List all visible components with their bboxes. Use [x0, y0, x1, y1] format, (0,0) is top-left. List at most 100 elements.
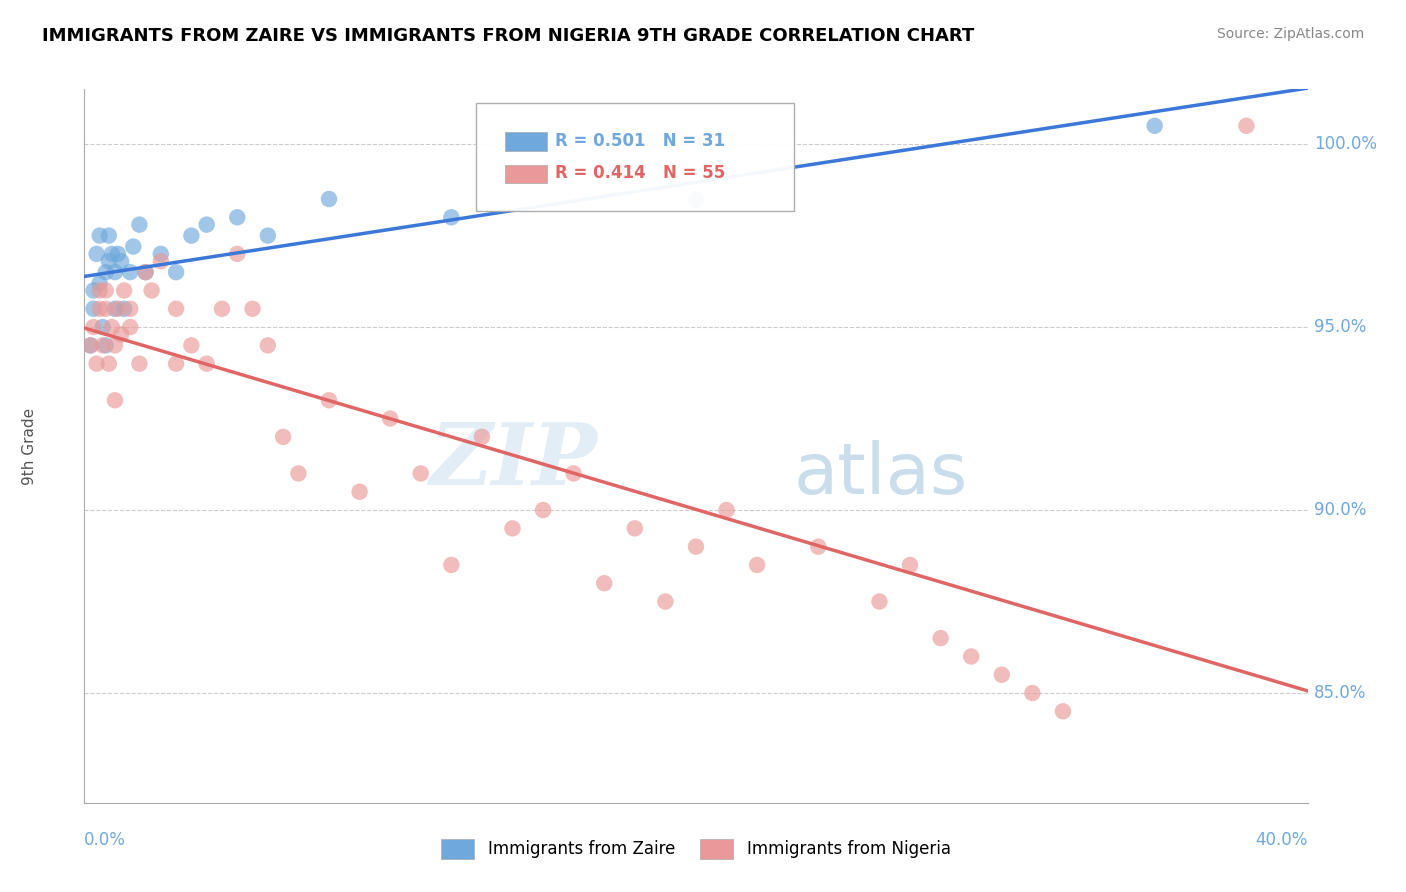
- Point: [94, 265, 117, 279]
- Point: [898, 558, 921, 572]
- Point: [226, 247, 249, 261]
- Legend: Immigrants from Zaire, Immigrants from Nigeria: Immigrants from Zaire, Immigrants from N…: [434, 832, 957, 866]
- Point: [110, 327, 132, 342]
- Point: [654, 594, 676, 608]
- Point: [960, 649, 983, 664]
- Point: [91, 320, 114, 334]
- Point: [195, 357, 218, 371]
- Point: [1234, 119, 1257, 133]
- Point: [807, 540, 830, 554]
- Point: [1021, 686, 1043, 700]
- Point: [89, 301, 111, 316]
- Point: [141, 284, 163, 298]
- Point: [471, 430, 494, 444]
- Point: [112, 301, 135, 316]
- Text: 9th Grade: 9th Grade: [22, 408, 37, 484]
- Point: [929, 631, 952, 645]
- Point: [440, 211, 463, 225]
- Point: [257, 228, 280, 243]
- Point: [869, 594, 891, 608]
- Text: R = 0.501   N = 31: R = 0.501 N = 31: [555, 132, 725, 150]
- Point: [104, 301, 127, 316]
- Point: [128, 357, 150, 371]
- Point: [97, 357, 120, 371]
- Point: [685, 540, 707, 554]
- Text: 40.0%: 40.0%: [1256, 831, 1308, 849]
- Point: [79, 338, 101, 352]
- Point: [104, 265, 127, 279]
- Point: [94, 301, 117, 316]
- Point: [97, 228, 120, 243]
- Point: [89, 228, 111, 243]
- Text: R = 0.414   N = 55: R = 0.414 N = 55: [555, 164, 725, 182]
- FancyBboxPatch shape: [475, 103, 794, 211]
- Point: [211, 301, 233, 316]
- Point: [128, 218, 150, 232]
- Point: [97, 254, 120, 268]
- Point: [165, 301, 187, 316]
- Point: [349, 484, 371, 499]
- Point: [107, 247, 129, 261]
- Text: IMMIGRANTS FROM ZAIRE VS IMMIGRANTS FROM NIGERIA 9TH GRADE CORRELATION CHART: IMMIGRANTS FROM ZAIRE VS IMMIGRANTS FROM…: [42, 27, 974, 45]
- Point: [165, 265, 187, 279]
- Point: [180, 228, 202, 243]
- Point: [86, 247, 108, 261]
- Text: ZIP: ZIP: [430, 418, 598, 502]
- Point: [624, 521, 647, 535]
- Text: Source: ZipAtlas.com: Source: ZipAtlas.com: [1216, 27, 1364, 41]
- Point: [380, 411, 402, 425]
- FancyBboxPatch shape: [505, 165, 547, 184]
- Point: [716, 503, 738, 517]
- Point: [120, 320, 142, 334]
- Point: [89, 276, 111, 290]
- Point: [318, 192, 340, 206]
- Point: [195, 218, 218, 232]
- Point: [165, 357, 187, 371]
- Text: 100.0%: 100.0%: [1313, 135, 1376, 153]
- Point: [531, 503, 554, 517]
- Point: [91, 338, 114, 352]
- Point: [685, 192, 707, 206]
- FancyBboxPatch shape: [505, 132, 547, 151]
- Point: [101, 320, 124, 334]
- Point: [107, 301, 129, 316]
- Point: [104, 338, 127, 352]
- Point: [83, 301, 105, 316]
- Point: [94, 284, 117, 298]
- Point: [1143, 119, 1166, 133]
- Point: [1052, 704, 1074, 718]
- Point: [149, 247, 172, 261]
- Point: [83, 320, 105, 334]
- Point: [112, 284, 135, 298]
- Point: [94, 338, 117, 352]
- Point: [180, 338, 202, 352]
- Point: [990, 667, 1012, 681]
- Point: [257, 338, 280, 352]
- Point: [122, 239, 145, 253]
- Point: [593, 576, 616, 591]
- Text: 0.0%: 0.0%: [84, 831, 127, 849]
- Point: [242, 301, 264, 316]
- Point: [287, 467, 309, 481]
- Point: [562, 467, 585, 481]
- Point: [89, 284, 111, 298]
- Point: [83, 284, 105, 298]
- Point: [86, 357, 108, 371]
- Point: [149, 254, 172, 268]
- Text: 90.0%: 90.0%: [1313, 501, 1367, 519]
- Point: [120, 301, 142, 316]
- Point: [101, 247, 124, 261]
- Point: [440, 558, 463, 572]
- Point: [318, 393, 340, 408]
- Point: [226, 211, 249, 225]
- Point: [501, 521, 523, 535]
- Point: [120, 265, 142, 279]
- Point: [745, 558, 768, 572]
- Point: [104, 393, 127, 408]
- Point: [135, 265, 157, 279]
- Text: 85.0%: 85.0%: [1313, 684, 1367, 702]
- Point: [271, 430, 294, 444]
- Text: atlas: atlas: [794, 440, 969, 509]
- Text: 95.0%: 95.0%: [1313, 318, 1367, 336]
- Point: [110, 254, 132, 268]
